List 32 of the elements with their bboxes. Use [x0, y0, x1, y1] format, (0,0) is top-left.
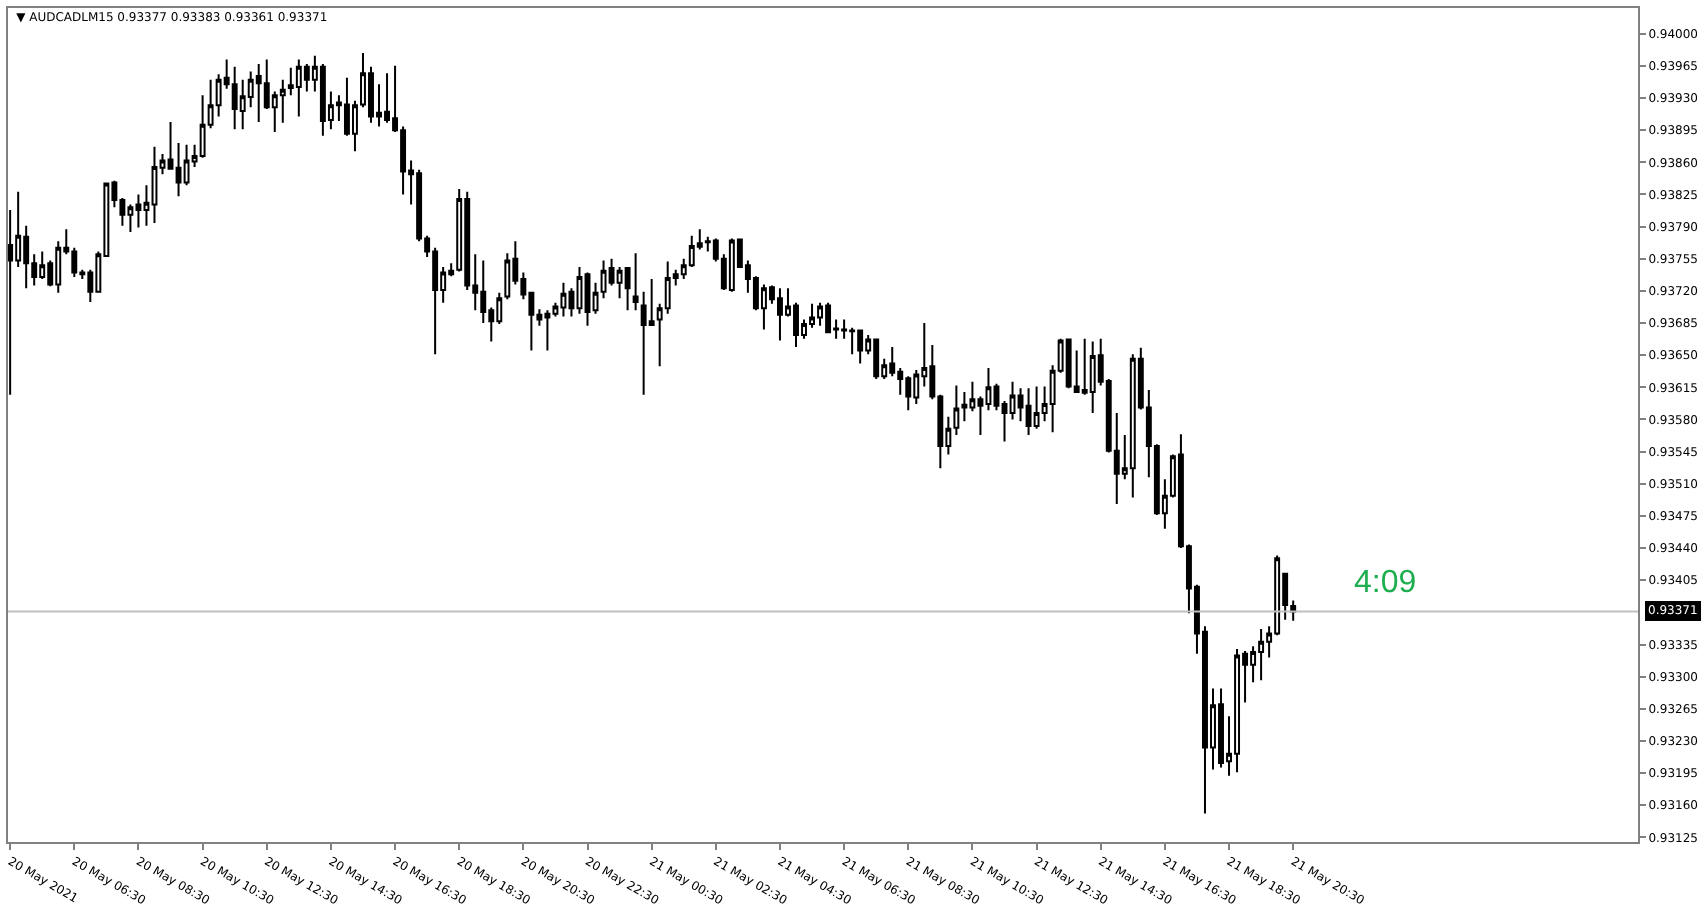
candlestick	[584, 271, 591, 327]
candlestick	[560, 281, 567, 318]
candlestick	[231, 65, 238, 131]
candlestick	[39, 250, 46, 280]
candlestick	[905, 375, 912, 412]
candlestick	[1089, 340, 1096, 415]
candlestick	[1065, 337, 1072, 390]
candlestick	[544, 309, 551, 352]
candlestick	[295, 58, 302, 118]
candlestick	[760, 283, 767, 331]
candlestick	[817, 301, 824, 327]
candlestick	[319, 63, 326, 137]
candlestick	[151, 145, 158, 224]
candlestick	[873, 337, 880, 381]
candlestick	[728, 237, 735, 293]
candlestick	[1258, 627, 1265, 682]
annotation: 4:09	[1354, 566, 1417, 600]
candlestick	[1025, 387, 1032, 437]
candlestick	[632, 252, 639, 312]
candlestick	[777, 287, 783, 342]
candlestick	[849, 326, 856, 356]
candlestick	[857, 328, 864, 365]
candlestick	[255, 63, 262, 123]
candlestick	[1218, 687, 1224, 769]
candlestick	[135, 193, 142, 229]
candlestick	[384, 72, 390, 124]
candlestick	[1234, 648, 1241, 774]
candlestick	[279, 78, 286, 124]
candlestick	[1129, 353, 1136, 499]
candlestick	[1033, 385, 1040, 430]
candlestick	[825, 301, 832, 335]
candlestick	[624, 266, 631, 312]
